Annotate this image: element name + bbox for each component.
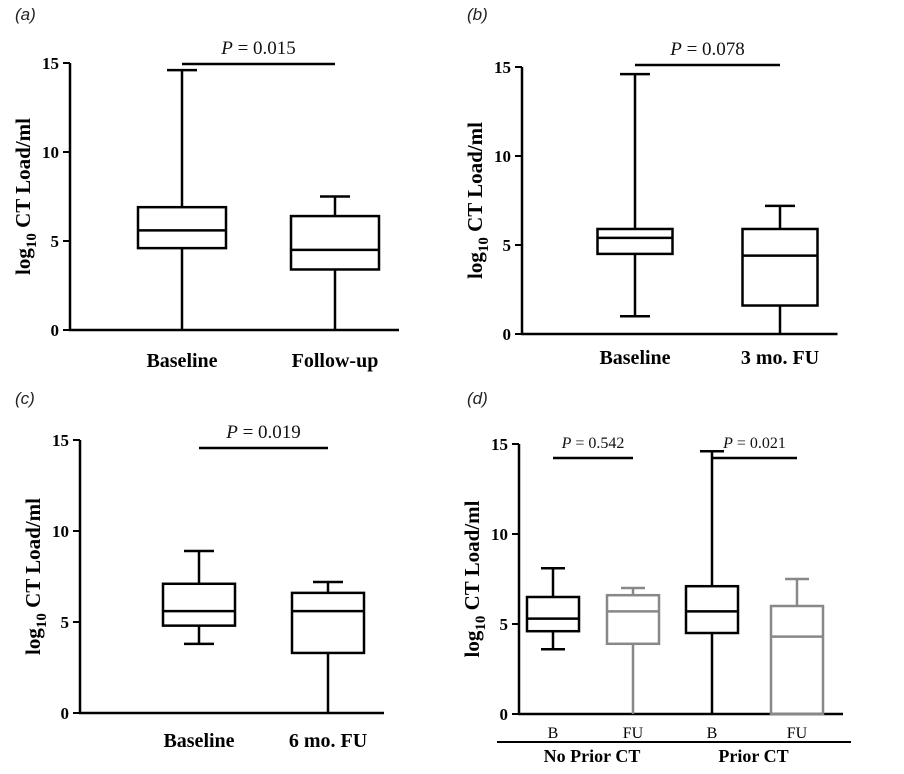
y-tick-label: 15 xyxy=(42,54,59,73)
category-label: Baseline xyxy=(599,347,670,369)
p-value-label: P = 0.078 xyxy=(669,39,745,60)
box-2 xyxy=(290,580,366,713)
p-value-label: P = 0.021 xyxy=(722,435,786,452)
y-tick-label: 5 xyxy=(51,232,60,251)
panel-c-chart: 0 5 10 15 log10 CT Load/ml Baseline 6 mo. FU P … xyxy=(21,422,384,752)
box-3 xyxy=(684,449,740,714)
box-1 xyxy=(161,549,237,646)
panel-d-label: (d) xyxy=(467,389,488,408)
category-label: FU xyxy=(623,725,644,742)
box-iqr xyxy=(684,584,740,635)
category-label: Follow-up xyxy=(292,350,379,372)
box-2 xyxy=(289,195,381,330)
y-tick-label: 5 xyxy=(500,615,509,634)
box-iqr xyxy=(290,591,366,655)
y-tick-label: 0 xyxy=(503,325,512,344)
category-label: Baseline xyxy=(146,350,217,372)
p-value-label: P = 0.015 xyxy=(220,38,296,59)
y-tick-label: 10 xyxy=(494,147,511,166)
y-tick-label: 15 xyxy=(491,435,508,454)
box-4 xyxy=(769,577,825,716)
box-1 xyxy=(136,68,228,330)
panel-b: (b) 0 5 10 15 log10 CT Load/ml Baseline 3 mo. … xyxy=(452,0,904,384)
box-iqr xyxy=(136,205,228,250)
box-iqr xyxy=(161,582,237,627)
y-axis-label: log10 CT Load/ml xyxy=(11,118,40,275)
group-label: No Prior CT xyxy=(544,746,641,766)
panel-c-label: (c) xyxy=(15,389,35,408)
y-tick-label: 0 xyxy=(51,321,60,340)
box-iqr xyxy=(769,604,825,716)
y-tick-label: 0 xyxy=(61,704,70,723)
y-tick-label: 15 xyxy=(52,431,69,450)
y-tick-label: 5 xyxy=(61,613,70,632)
category-label: Baseline xyxy=(163,730,234,752)
category-label: 6 mo. FU xyxy=(289,730,367,752)
panel-b-label: (b) xyxy=(467,5,488,24)
panel-b-chart: 0 5 10 15 log10 CT Load/ml Baseline 3 mo. FU P … xyxy=(463,39,838,369)
y-axis-label: log10 CT Load/ml xyxy=(21,498,50,655)
y-tick-label: 5 xyxy=(503,236,512,255)
y-tick-label: 10 xyxy=(491,525,508,544)
box-2 xyxy=(605,586,661,714)
category-label: 3 mo. FU xyxy=(741,347,819,369)
category-label: FU xyxy=(787,725,808,742)
box-iqr xyxy=(741,227,819,307)
group-label: Prior CT xyxy=(718,746,788,766)
p-value-label: P = 0.019 xyxy=(225,422,301,443)
y-tick-label: 0 xyxy=(500,705,509,724)
y-axis-label: log10 CT Load/ml xyxy=(460,500,489,657)
box-iqr xyxy=(289,214,381,271)
y-tick-label: 15 xyxy=(494,58,511,77)
panel-d: (d) 0 5 10 15 log10 CT Load/ml B FU B FU No Prior… xyxy=(452,384,904,769)
box-1 xyxy=(596,72,674,318)
p-value-label: P = 0.542 xyxy=(561,435,625,452)
panel-d-chart: 0 5 10 15 log10 CT Load/ml B FU B FU No Prior CT P… xyxy=(460,435,851,766)
y-tick-label: 10 xyxy=(42,143,59,162)
y-axis-label: log10 CT Load/ml xyxy=(463,122,492,279)
box-iqr xyxy=(525,595,581,633)
panel-a-label: (a) xyxy=(15,5,36,24)
box-2 xyxy=(741,204,819,334)
panel-a: (a) 0 5 10 15 log10 CT Load/ml Baseline Follow… xyxy=(0,0,452,384)
box-iqr xyxy=(605,593,661,646)
panel-c: (c) 0 5 10 15 log10 CT Load/ml Baseline 6 mo. … xyxy=(0,384,452,769)
category-label: B xyxy=(548,725,559,742)
box-1 xyxy=(525,566,581,651)
y-tick-label: 10 xyxy=(52,522,69,541)
panel-a-chart: 0 5 10 15 log10 CT Load/ml Baseline Follow-up P… xyxy=(11,38,399,372)
box-iqr xyxy=(596,227,674,256)
category-label: B xyxy=(707,725,718,742)
